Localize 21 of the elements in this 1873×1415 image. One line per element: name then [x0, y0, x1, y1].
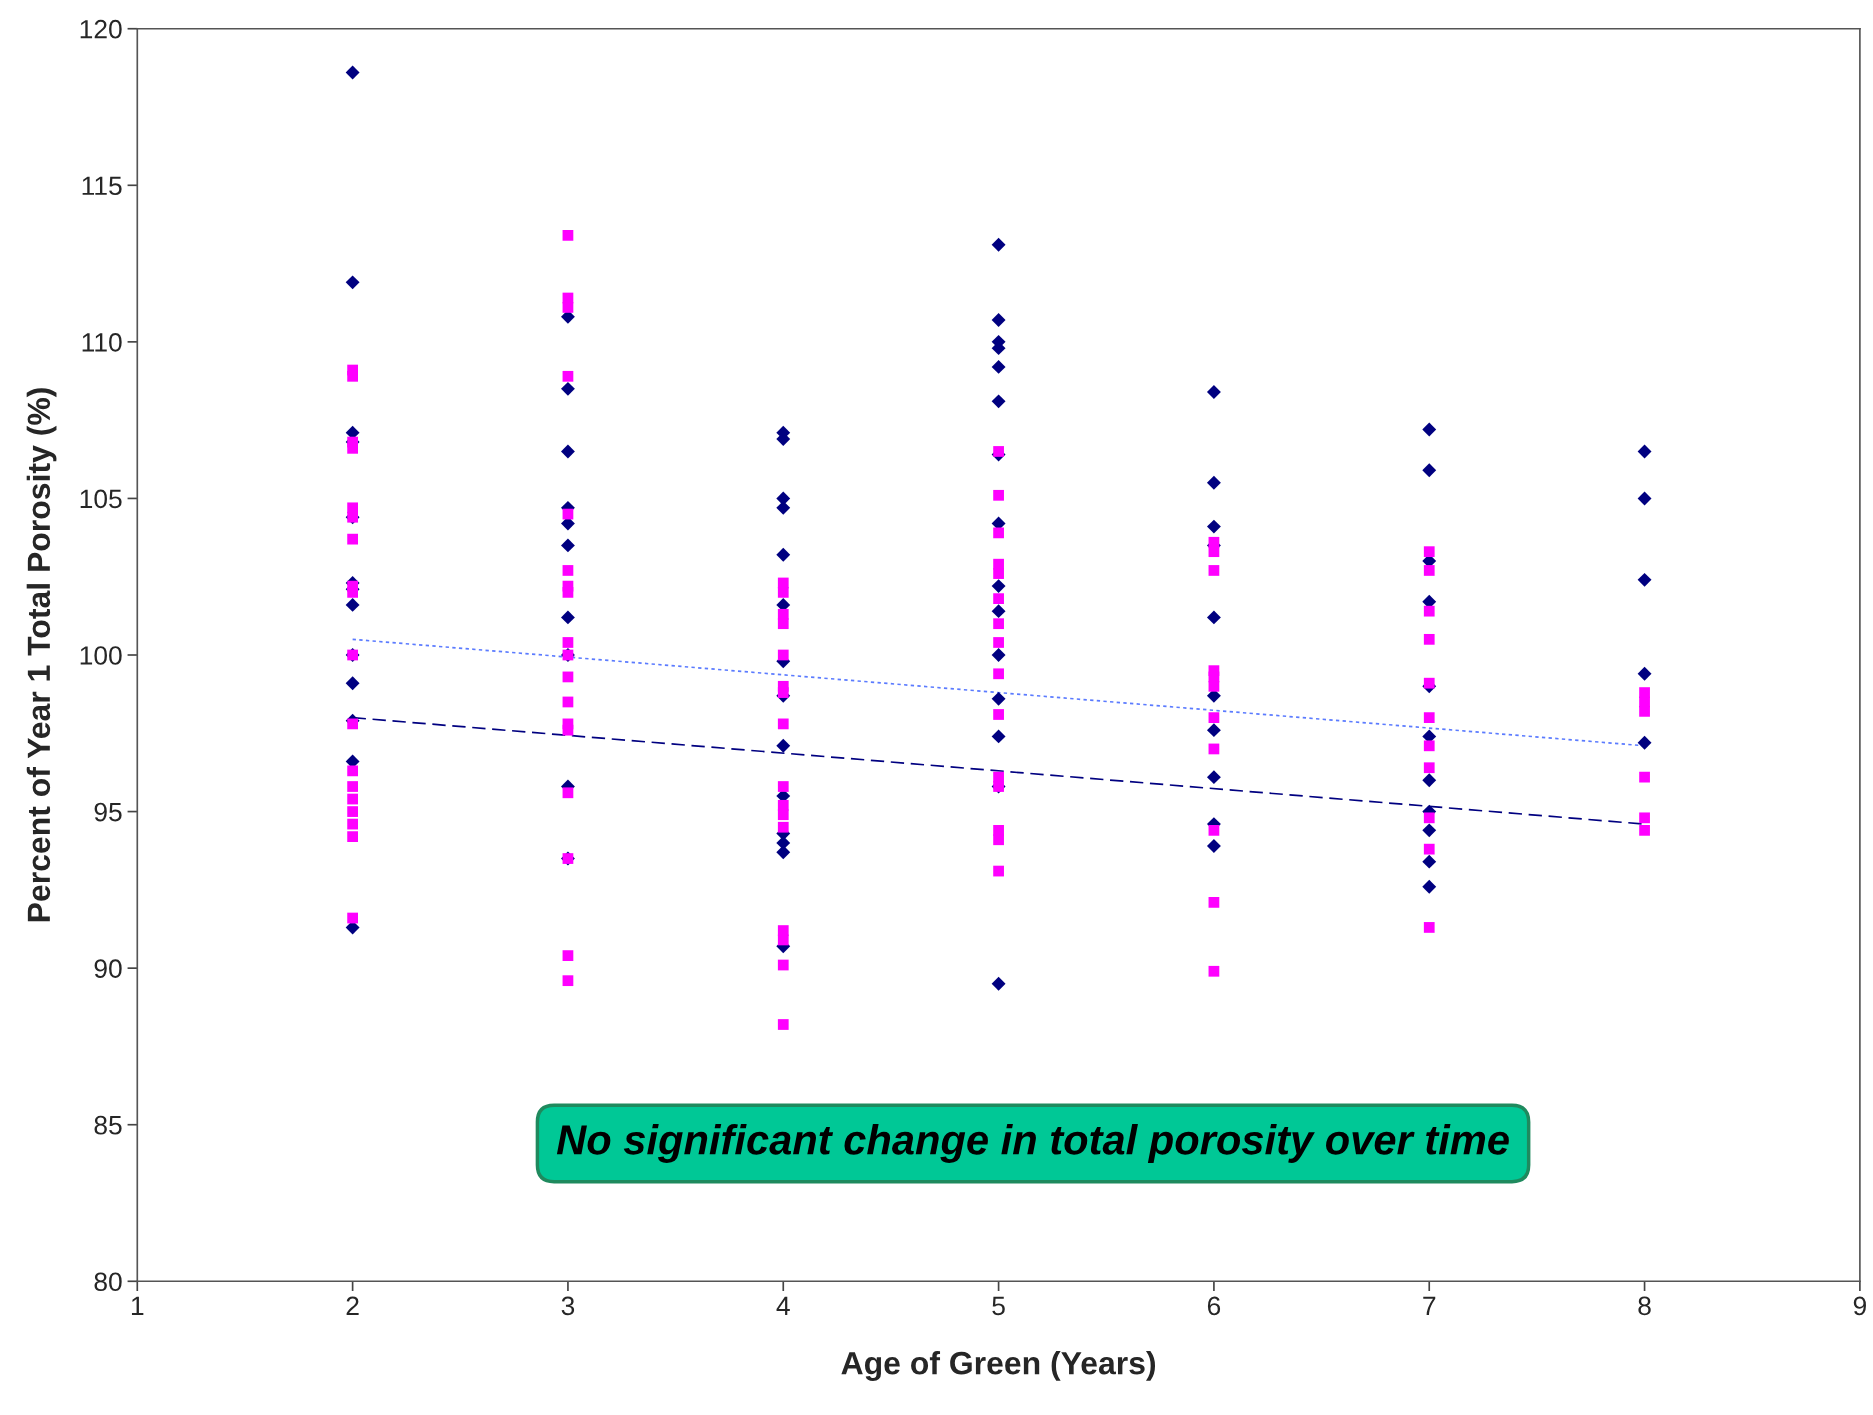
annotation: No significant change in total porosity over time	[556, 1124, 1509, 1163]
y-tick-label: 105	[80, 489, 122, 509]
x-tick-label: 5	[992, 1296, 1005, 1316]
y-tick-label: 85	[94, 1115, 122, 1135]
x-tick-label: 7	[1423, 1296, 1436, 1315]
x-tick-label: 6	[1207, 1296, 1221, 1316]
x-tick-label: 3	[561, 1296, 575, 1316]
y-tick-label: 115	[82, 176, 122, 196]
y-axis-title: Percent of Year 1 Total Porosity (%)	[26, 388, 57, 922]
x-tick-label: 2	[346, 1296, 359, 1315]
y-tick-label: 100	[80, 646, 122, 665]
y-tick-label: 90	[94, 959, 122, 978]
y-tick-label: 120	[80, 19, 122, 39]
x-axis-title: Age of Green (Years)	[841, 1351, 1156, 1381]
y-tick-label: 110	[82, 333, 122, 352]
x-tick-label: 1	[131, 1296, 144, 1315]
x-tick-label: 9	[1853, 1296, 1866, 1316]
y-tick-label: 80	[94, 1272, 122, 1292]
y-tick-label: 95	[94, 802, 122, 822]
x-tick-label: 8	[1638, 1296, 1651, 1316]
x-tick-label: 4	[776, 1296, 790, 1315]
